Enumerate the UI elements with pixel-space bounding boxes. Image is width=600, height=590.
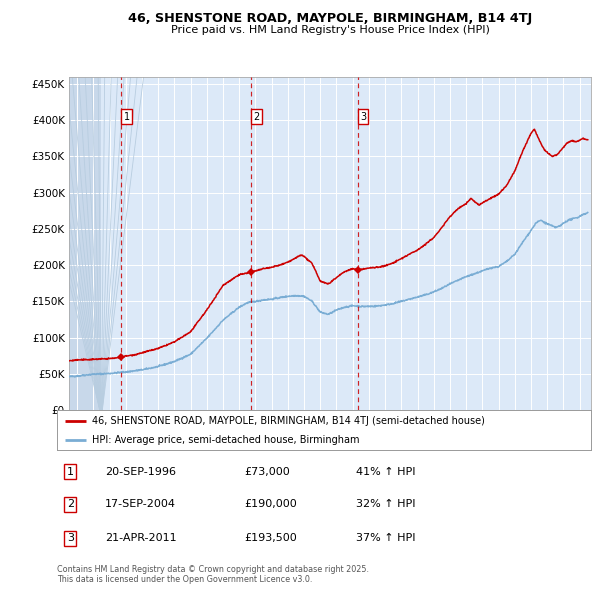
Text: 32% ↑ HPI: 32% ↑ HPI [356,500,416,509]
Text: 20-SEP-1996: 20-SEP-1996 [105,467,176,477]
Text: 37% ↑ HPI: 37% ↑ HPI [356,533,416,543]
Text: Contains HM Land Registry data © Crown copyright and database right 2025.
This d: Contains HM Land Registry data © Crown c… [57,565,369,584]
Bar [69,77,101,410]
Text: £193,500: £193,500 [244,533,296,543]
Text: 46, SHENSTONE ROAD, MAYPOLE, BIRMINGHAM, B14 4TJ: 46, SHENSTONE ROAD, MAYPOLE, BIRMINGHAM,… [128,12,532,25]
Text: Price paid vs. HM Land Registry's House Price Index (HPI): Price paid vs. HM Land Registry's House … [170,25,490,35]
Text: 2: 2 [253,112,259,122]
Text: HPI: Average price, semi-detached house, Birmingham: HPI: Average price, semi-detached house,… [92,435,359,445]
Text: 3: 3 [360,112,366,122]
Text: 3: 3 [67,533,74,543]
Text: 2: 2 [67,500,74,509]
Text: £190,000: £190,000 [244,500,296,509]
Text: 21-APR-2011: 21-APR-2011 [105,533,176,543]
Text: 1: 1 [124,112,130,122]
Text: 17-SEP-2004: 17-SEP-2004 [105,500,176,509]
Text: 1: 1 [67,467,74,477]
Text: 46, SHENSTONE ROAD, MAYPOLE, BIRMINGHAM, B14 4TJ (semi-detached house): 46, SHENSTONE ROAD, MAYPOLE, BIRMINGHAM,… [92,416,485,426]
Text: £73,000: £73,000 [244,467,290,477]
Text: 41% ↑ HPI: 41% ↑ HPI [356,467,416,477]
